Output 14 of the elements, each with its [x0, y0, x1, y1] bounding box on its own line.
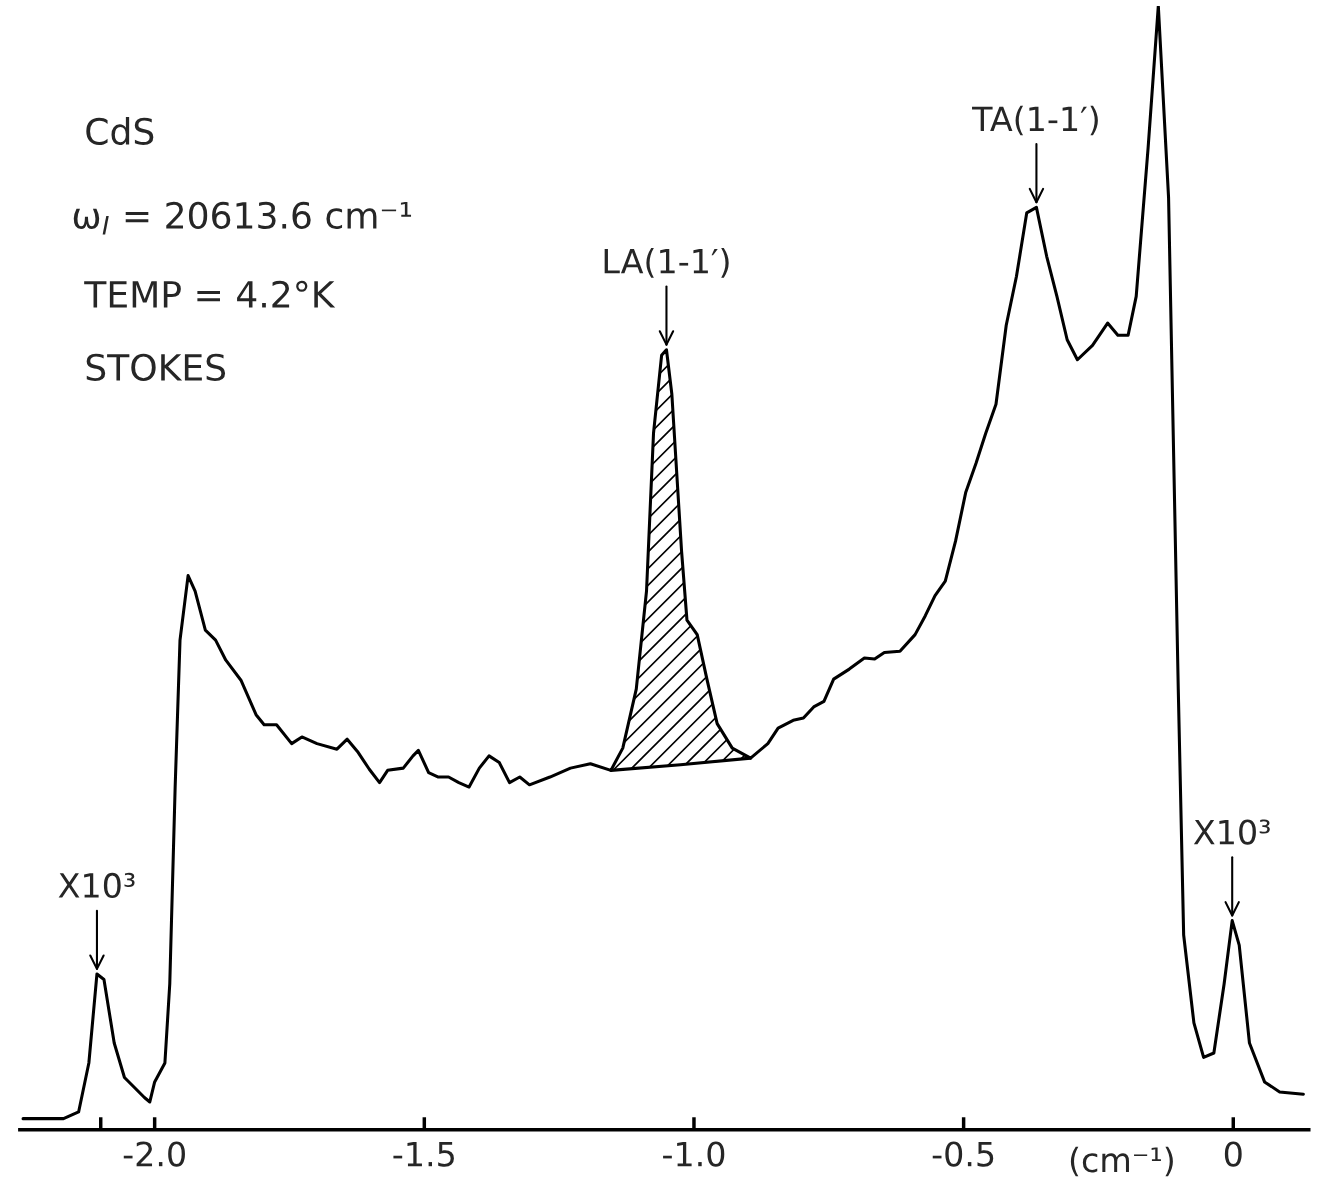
x-tick-label: -0.5: [932, 1141, 994, 1167]
annotation: CdS: [86, 117, 154, 146]
x-tick-label: -1.5: [393, 1141, 454, 1167]
annotation: ω$_{I}$ = 20613.6 cm⁻¹: [73, 201, 412, 235]
x-tick-label: -1.0: [663, 1141, 725, 1167]
annotation: TA(1-1′): [972, 105, 1098, 136]
annotation: TEMP = 4.2°K: [84, 280, 336, 308]
annotation: X10³: [58, 872, 135, 899]
annotation: LA(1-1′): [604, 248, 729, 278]
x-axis-title: (cm⁻¹): [1070, 1146, 1173, 1177]
annotation: STOKES: [86, 353, 226, 382]
annotation: X10³: [1193, 819, 1270, 845]
x-tick-label: -2.0: [123, 1141, 185, 1167]
x-tick-label: 0: [1224, 1141, 1242, 1167]
